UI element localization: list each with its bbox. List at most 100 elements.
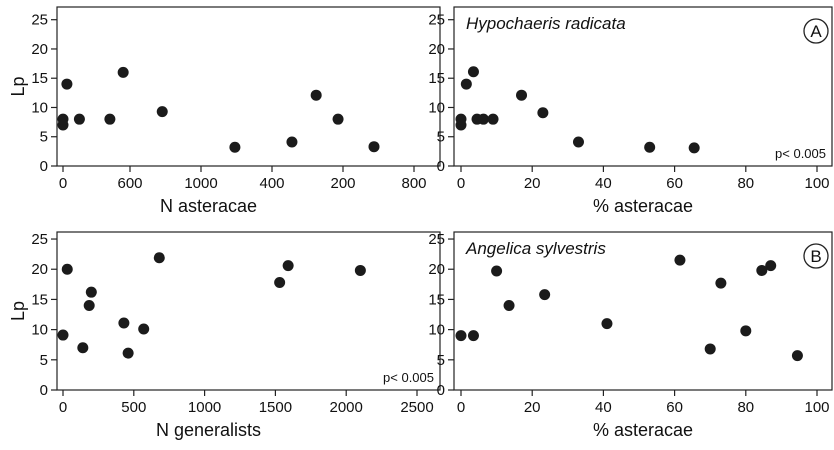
data-point <box>756 264 768 276</box>
species-label: Angelica sylvestris <box>465 239 606 258</box>
x-tick-label: 100 <box>804 399 829 416</box>
x-tick-label: 40 <box>595 175 612 192</box>
x-tick-label: 1500 <box>259 399 292 416</box>
x-tick-label: 20 <box>524 175 541 192</box>
x-tick-label: 800 <box>401 175 426 192</box>
x-tick-label: 0 <box>59 399 67 416</box>
y-tick-label: 10 <box>428 99 445 116</box>
x-tick-label: 400 <box>259 175 284 192</box>
data-point <box>117 66 129 78</box>
data-point <box>467 66 479 78</box>
data-point <box>455 330 467 342</box>
y-tick-label: 15 <box>31 70 48 87</box>
data-point <box>455 113 467 125</box>
data-point <box>77 342 89 354</box>
data-point <box>282 260 294 272</box>
y-tick-label: 15 <box>31 291 48 308</box>
y-tick-label: 5 <box>40 352 48 369</box>
y-tick-label: 25 <box>31 231 48 248</box>
data-point <box>503 299 515 311</box>
panel-tag-circle <box>803 18 829 44</box>
y-tick-label: 5 <box>437 129 445 146</box>
x-axis-title: % asteracae <box>593 196 693 216</box>
y-tick-label: 20 <box>428 261 445 278</box>
panel-tag-letter: A <box>810 22 822 41</box>
p-value-label: p< 0.005 <box>775 146 826 161</box>
data-point <box>104 113 116 125</box>
data-point <box>229 141 241 153</box>
y-tick-label: 20 <box>428 41 445 58</box>
data-point <box>516 89 528 101</box>
data-point <box>153 252 165 264</box>
x-tick-label: 60 <box>666 399 683 416</box>
x-tick-label: 2000 <box>330 399 363 416</box>
data-point <box>83 299 95 311</box>
x-tick-label: 40 <box>595 399 612 416</box>
x-tick-label: 60 <box>666 175 683 192</box>
panel-bottom-left: 0 5 10 15 20 25 0 500 1000 1500 2000 2500 N generali… <box>8 231 441 440</box>
plot-frame <box>56 231 441 391</box>
panel-tag-letter: B <box>810 247 821 266</box>
x-tick-label: 1000 <box>188 399 221 416</box>
x-tick-label: 200 <box>330 175 355 192</box>
data-point <box>286 136 298 148</box>
data-point <box>332 113 344 125</box>
x-tick-label: 600 <box>117 175 142 192</box>
data-point <box>138 323 150 335</box>
panel-top-right: 0 5 10 15 20 25 0 20 40 60 80 100 % asteracae Hypocha… <box>428 6 833 216</box>
data-point <box>537 107 549 119</box>
y-tick-label: 15 <box>428 70 445 87</box>
data-point <box>704 343 716 355</box>
data-point <box>73 113 85 125</box>
x-tick-label: 80 <box>737 175 754 192</box>
y-tick-label: 5 <box>437 352 445 369</box>
x-tick-label: 0 <box>457 399 465 416</box>
data-point <box>118 317 130 329</box>
x-axis-title: N asteracae <box>160 196 257 216</box>
y-tick-label: 25 <box>428 12 445 29</box>
data-point <box>644 141 656 153</box>
data-point <box>57 329 69 341</box>
x-tick-label: 20 <box>524 399 541 416</box>
y-tick-label: 15 <box>428 291 445 308</box>
data-point <box>368 141 380 153</box>
x-tick-label: 0 <box>457 175 465 192</box>
data-point <box>61 78 73 90</box>
y-tick-label: 10 <box>428 322 445 339</box>
data-point <box>57 113 69 125</box>
data-point <box>460 78 472 90</box>
x-tick-label: 0 <box>59 175 67 192</box>
x-tick-label: 1000 <box>184 175 217 192</box>
y-tick-label: 10 <box>31 322 48 339</box>
data-point <box>156 106 168 118</box>
data-point <box>477 113 489 125</box>
x-axis-title: N generalists <box>156 420 261 440</box>
data-point <box>688 142 700 154</box>
data-point <box>601 318 613 330</box>
panel-top-left: 0 5 10 15 20 25 0 600 1000 400 200 800 N asteracae Lp <box>8 6 441 216</box>
y-tick-label: 20 <box>31 261 48 278</box>
data-point <box>487 113 499 125</box>
y-tick-label: 25 <box>31 12 48 29</box>
data-point <box>572 136 584 148</box>
data-point <box>122 347 134 359</box>
y-axis-title: Lp <box>8 301 28 321</box>
y-tick-label: 0 <box>40 158 48 175</box>
data-point <box>274 277 286 289</box>
y-axis-title: Lp <box>8 76 28 96</box>
data-point <box>61 263 73 275</box>
plot-frame <box>453 6 833 167</box>
panel-tag-circle <box>803 243 829 269</box>
p-value-label: p< 0.005 <box>383 370 434 385</box>
y-tick-label: 0 <box>437 158 445 175</box>
data-point <box>674 254 686 266</box>
plot-frame <box>453 231 833 391</box>
species-label: Hypochaeris radicata <box>466 14 626 33</box>
data-point <box>310 89 322 101</box>
data-point <box>467 330 479 342</box>
data-point <box>740 325 752 337</box>
x-tick-label: 500 <box>121 399 146 416</box>
y-tick-label: 0 <box>437 382 445 399</box>
y-tick-label: 10 <box>31 99 48 116</box>
